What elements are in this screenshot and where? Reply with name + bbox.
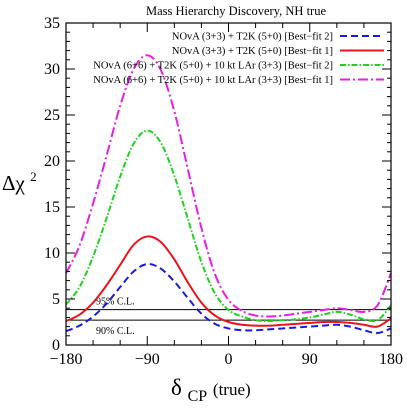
y-tick-label-2: 10 [44,245,60,262]
legend: NOvA (3+3) + T2K (5+0) [Best−fit 2] NOvA … [93,32,384,86]
series-line-0 [65,262,392,335]
x-axis-label: δ CP (true) [171,375,251,406]
y-tick-label-6: 30 [44,61,60,78]
y-tick-label-4: 20 [44,153,60,170]
ticks-layer: −180 −90 0 90 180 0 5 10 15 20 25 30 35 [44,15,403,368]
legend-label-0: NOvA (3+3) + T2K (5+0) [Best−fit 2] [172,32,333,43]
x-axis-label-main: δ [171,375,182,400]
legend-label-2: NOvA (6+6) + T2K (5+0) + 10 kt LAr (3+3)… [93,61,333,72]
y-tick-label-5: 25 [44,107,60,124]
series-layer [65,54,392,335]
x-tick-label-0: −180 [49,351,82,368]
y-axis-label-main: Δχ [2,171,26,195]
x-axis-label-suffix: (true) [213,380,251,399]
x-axis-label-sub: CP [188,388,208,405]
x-tick-label-1: −90 [135,351,160,368]
reference-line-label-1: 90% C.L. [96,326,135,337]
series-line-3 [65,54,392,318]
y-tick-label-0: 0 [52,337,60,354]
reference-lines-layer: 95% C.L. 90% C.L. [66,297,391,337]
y-tick-label-3: 15 [44,199,60,216]
x-tick-label-2: 0 [225,351,233,368]
y-axis-label: Δχ 2 [2,169,37,195]
reference-line-label-0: 95% C.L. [96,297,135,308]
series-line-2 [65,129,392,323]
y-axis-label-sup: 2 [30,169,37,184]
y-tick-label-7: 35 [44,15,60,32]
chart-title: Mass Hierarchy Discovery, NH true [146,4,326,18]
y-tick-label-1: 5 [52,291,60,308]
x-tick-label-3: 90 [302,351,318,368]
legend-label-3: NOvA (6+6) + T2K (5+0) + 10 kt LAr (3+3)… [93,75,333,86]
legend-label-1: NOvA (3+3) + T2K (5+0) [Best−fit 1] [172,46,333,57]
series-line-1 [65,235,392,328]
x-tick-label-4: 180 [379,351,403,368]
